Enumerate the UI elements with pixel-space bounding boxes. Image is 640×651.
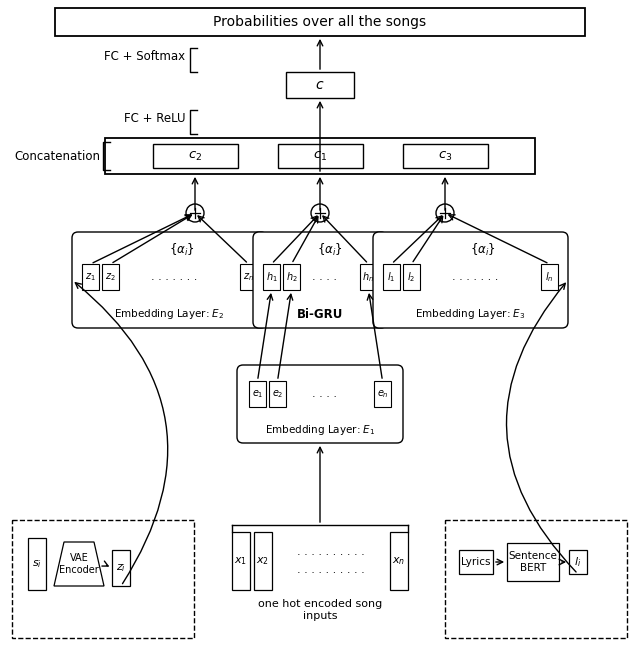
Text: inputs: inputs (303, 611, 337, 621)
Bar (102, 264, 119, 290)
Text: $\{\alpha_i\}$: $\{\alpha_i\}$ (470, 242, 495, 258)
Bar (360, 264, 377, 290)
Text: . . . .: . . . . (312, 389, 337, 399)
Text: VAE
Encoder: VAE Encoder (59, 553, 99, 575)
Text: Sentence
BERT: Sentence BERT (509, 551, 557, 573)
Bar (254, 532, 272, 590)
Text: $h_2$: $h_2$ (285, 270, 298, 284)
Text: Concatenation: Concatenation (14, 150, 100, 163)
Text: Embedding Layer: $E_1$: Embedding Layer: $E_1$ (265, 423, 375, 437)
Bar (390, 532, 408, 590)
Text: FC + ReLU: FC + ReLU (124, 111, 185, 124)
Text: $\{\alpha_i\}$: $\{\alpha_i\}$ (168, 242, 195, 258)
Bar (105, 138, 535, 174)
Text: $z_n$: $z_n$ (243, 271, 254, 283)
Text: $e_1$: $e_1$ (252, 388, 263, 400)
Text: $x_n$: $x_n$ (392, 555, 406, 567)
Text: $\{\alpha_i\}$: $\{\alpha_i\}$ (317, 242, 343, 258)
Polygon shape (54, 542, 104, 586)
FancyBboxPatch shape (373, 232, 568, 328)
Bar (249, 381, 266, 407)
Bar (283, 264, 300, 290)
Bar (374, 381, 391, 407)
Bar (286, 72, 354, 98)
Text: Lyrics: Lyrics (461, 557, 491, 567)
Text: $c_2$: $c_2$ (188, 150, 202, 163)
Bar (112, 550, 130, 586)
Bar (507, 543, 559, 581)
Text: Embedding Layer: $E_2$: Embedding Layer: $E_2$ (115, 307, 225, 321)
Text: FC + Softmax: FC + Softmax (104, 49, 185, 62)
Bar (569, 550, 587, 574)
FancyBboxPatch shape (253, 232, 387, 328)
Text: $l_i$: $l_i$ (574, 555, 582, 569)
Bar (278, 144, 362, 168)
Text: one hot encoded song: one hot encoded song (258, 599, 382, 609)
Text: $c$: $c$ (316, 78, 324, 92)
Text: $e_2$: $e_2$ (272, 388, 284, 400)
Text: Embedding Layer: $E_3$: Embedding Layer: $E_3$ (415, 307, 525, 321)
Circle shape (436, 204, 454, 222)
FancyBboxPatch shape (72, 232, 267, 328)
Text: $h_1$: $h_1$ (266, 270, 277, 284)
Text: Bi-GRU: Bi-GRU (297, 307, 343, 320)
Text: Probabilities over all the songs: Probabilities over all the songs (213, 15, 427, 29)
Text: $c_1$: $c_1$ (313, 150, 327, 163)
Text: $z_2$: $z_2$ (105, 271, 116, 283)
Bar (459, 550, 493, 574)
Text: . . . . . . .: . . . . . . . (452, 272, 499, 282)
Circle shape (186, 204, 204, 222)
Text: . . . . . . . . . .: . . . . . . . . . . (297, 547, 365, 557)
Text: $z_1$: $z_1$ (85, 271, 96, 283)
Bar (82, 264, 99, 290)
Text: $l_2$: $l_2$ (408, 270, 415, 284)
Bar (152, 144, 237, 168)
Bar (28, 538, 46, 590)
Bar (55, 8, 585, 36)
Text: $l_1$: $l_1$ (387, 270, 396, 284)
Bar (403, 264, 420, 290)
FancyBboxPatch shape (237, 365, 403, 443)
Bar (403, 144, 488, 168)
Text: $x_2$: $x_2$ (257, 555, 269, 567)
Text: $h_n$: $h_n$ (362, 270, 374, 284)
Text: $z_i$: $z_i$ (116, 562, 126, 574)
Text: $s_i$: $s_i$ (32, 558, 42, 570)
Bar (240, 264, 257, 290)
Text: $l_n$: $l_n$ (545, 270, 554, 284)
Text: . . . . . . .: . . . . . . . (151, 272, 198, 282)
Bar (12, 520, 194, 638)
Text: . . . .: . . . . (312, 272, 337, 282)
Bar (232, 532, 250, 590)
Text: $x_1$: $x_1$ (234, 555, 248, 567)
Text: $c_3$: $c_3$ (438, 150, 452, 163)
Bar (263, 264, 280, 290)
Bar (541, 264, 558, 290)
Bar (383, 264, 400, 290)
Circle shape (311, 204, 329, 222)
Bar (445, 520, 627, 638)
Bar (269, 381, 286, 407)
Text: $e_n$: $e_n$ (376, 388, 388, 400)
Text: . . . . . . . . . .: . . . . . . . . . . (297, 564, 365, 575)
